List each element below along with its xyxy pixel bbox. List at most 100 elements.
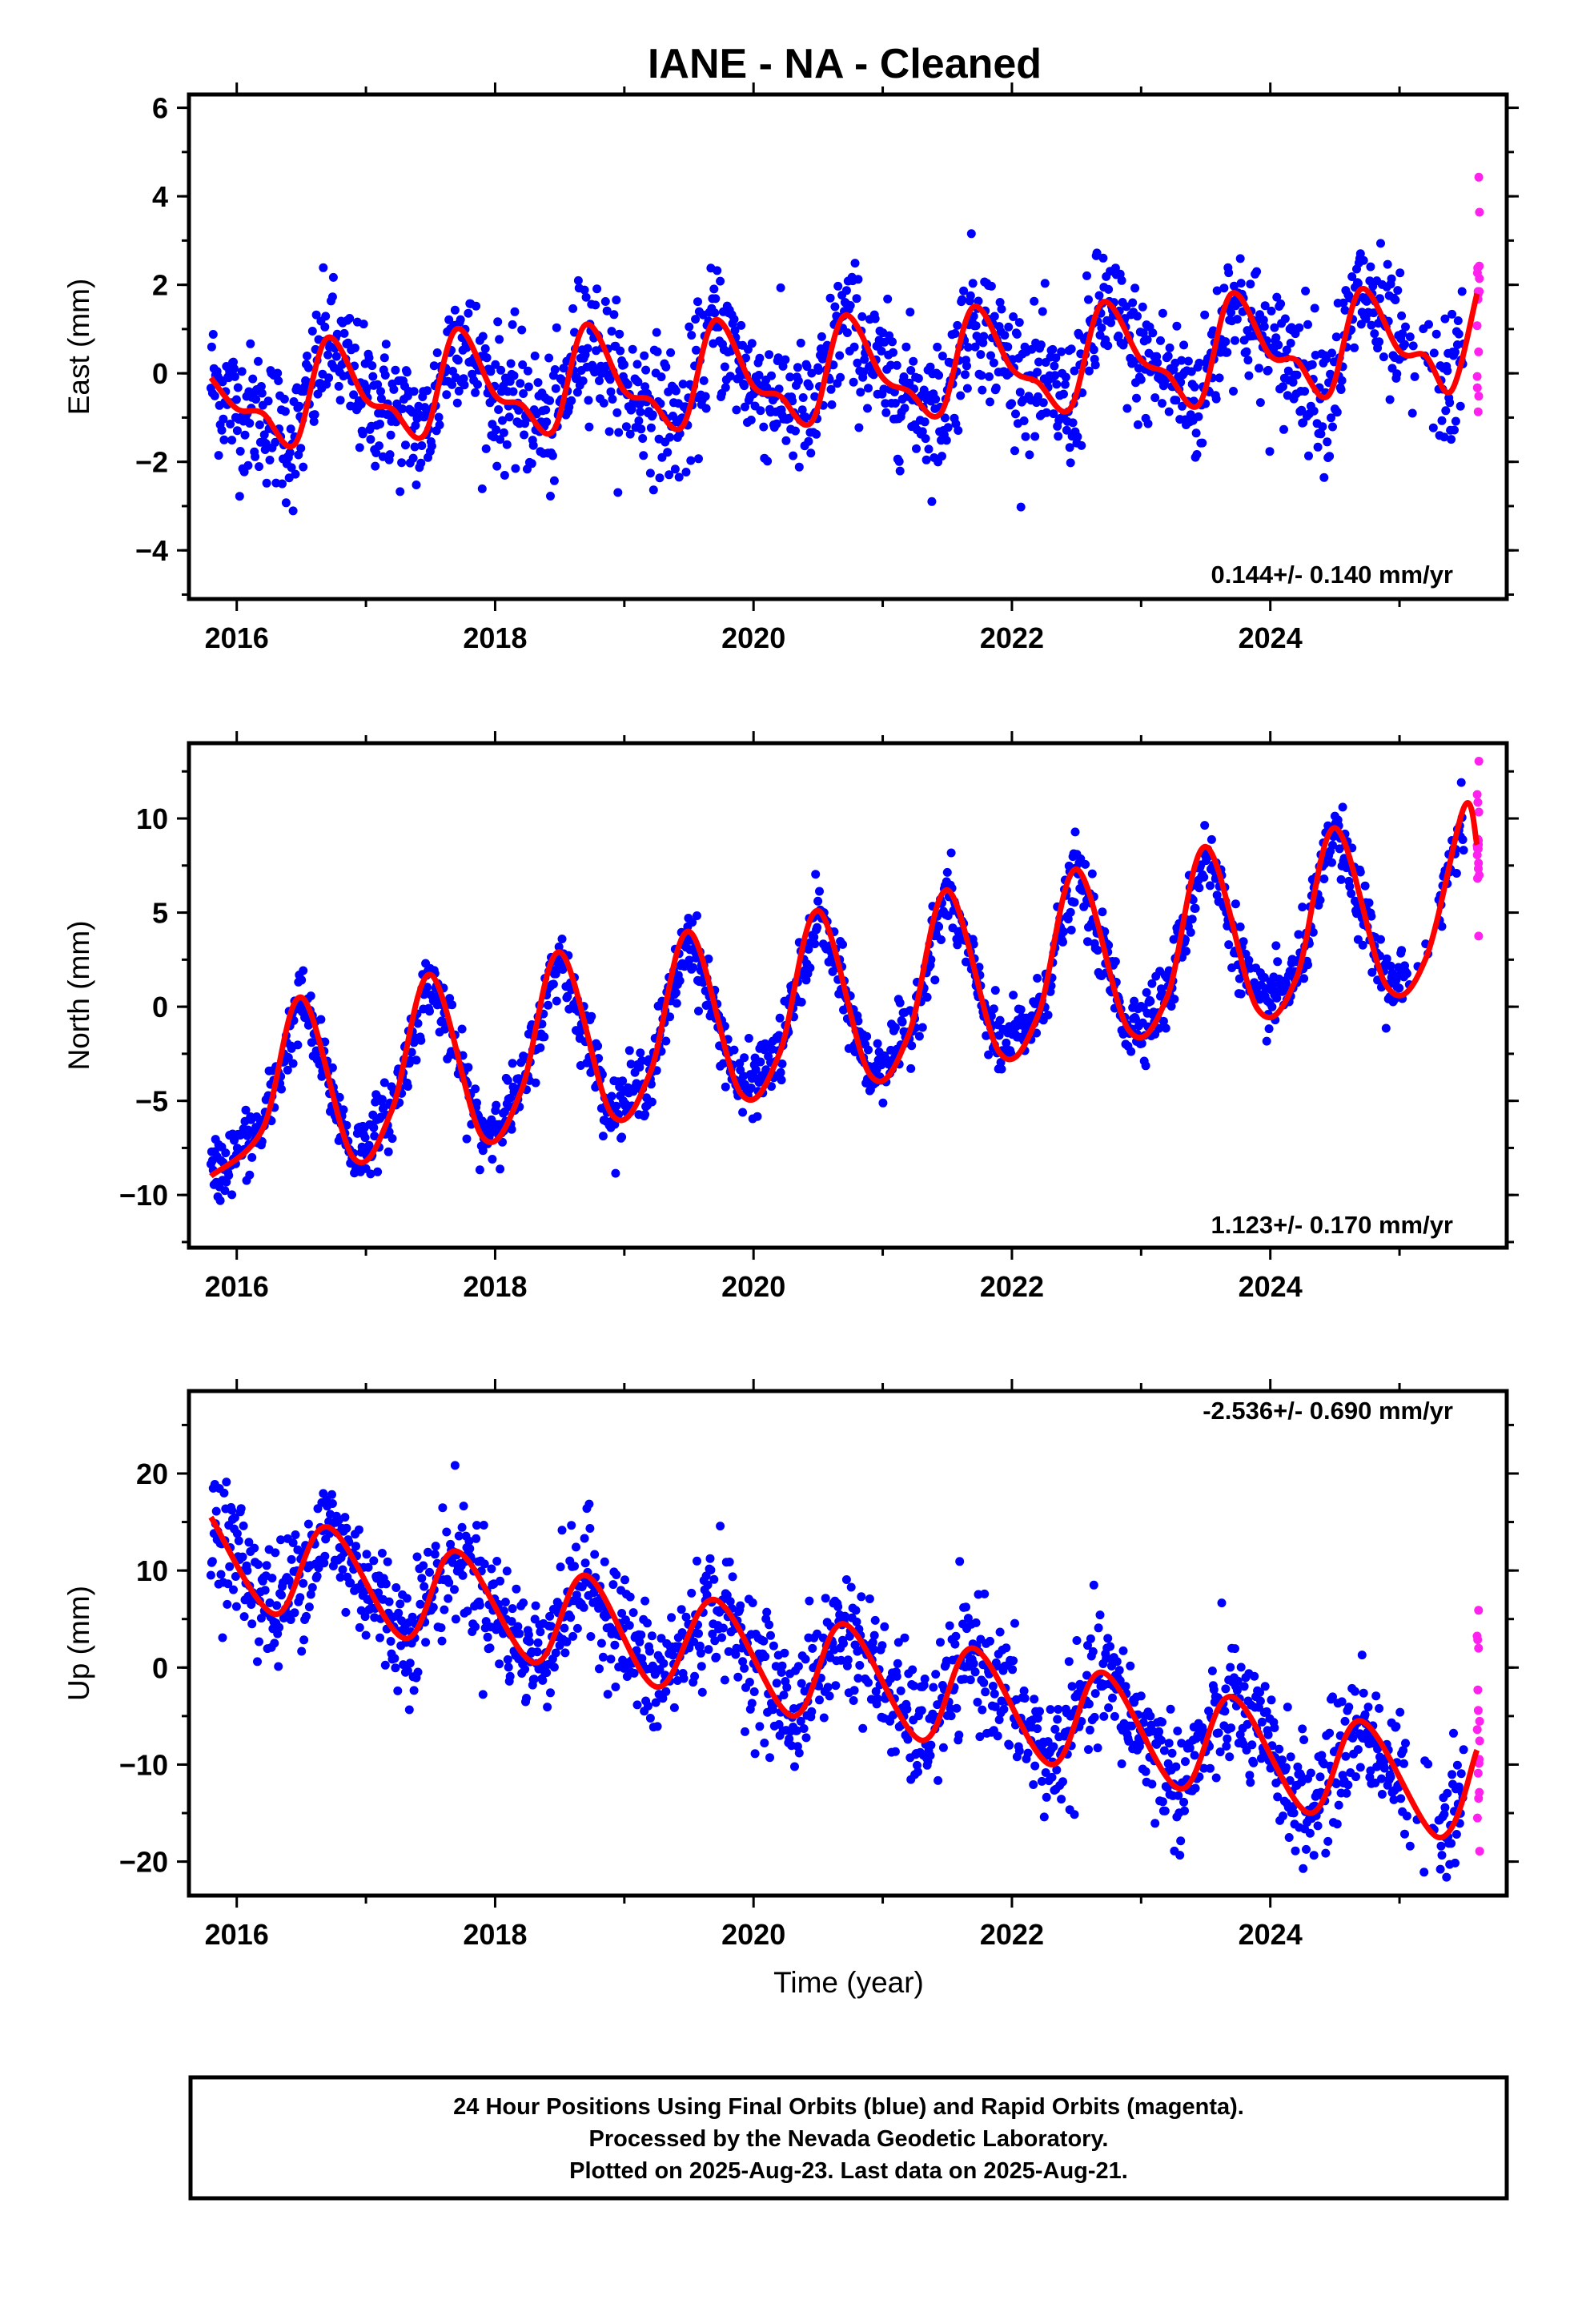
final-orbit-point [750,1749,760,1759]
final-orbit-point [699,376,709,385]
final-orbit-point [1442,1872,1452,1882]
final-orbit-point [472,1534,481,1543]
rapid-orbit-point [1475,1847,1484,1856]
final-orbit-point [383,1557,392,1566]
final-orbit-point [590,1550,600,1559]
final-orbit-point [718,1623,728,1633]
final-orbit-point [502,1566,512,1576]
rapid-orbit-point [1474,807,1484,817]
data-points [206,172,1484,516]
final-orbit-point [1035,1707,1044,1716]
final-orbit-point [900,1633,909,1642]
data-points [206,1461,1484,1882]
final-orbit-point [342,1523,351,1533]
final-orbit-point [1392,369,1402,379]
final-orbit-point [765,1620,774,1630]
final-orbit-point [412,1552,422,1562]
x-tick-label: 2018 [463,1270,527,1303]
final-orbit-point [218,1633,227,1642]
final-orbit-point [943,423,953,432]
final-orbit-point [651,1698,661,1707]
final-orbit-point [690,1671,700,1681]
final-orbit-point [1118,1646,1128,1655]
final-orbit-point [499,428,508,437]
final-orbit-point [617,1132,627,1142]
final-orbit-point [1093,946,1102,955]
final-orbit-point [607,327,616,336]
final-orbit-point [370,1132,379,1141]
final-orbit-point [1255,1687,1264,1697]
final-orbit-point [276,1535,286,1545]
final-orbit-point [1104,1703,1114,1712]
final-orbit-point [1447,1839,1456,1848]
x-tick-label: 2022 [980,1918,1044,1951]
final-orbit-point [907,1041,917,1051]
figure-title: IANE - NA - Cleaned [648,41,1042,87]
final-orbit-point [1386,961,1395,971]
final-orbit-point [580,285,589,295]
final-orbit-point [495,1659,504,1669]
rapid-orbit-point [1473,798,1483,807]
final-orbit-point [926,955,936,964]
final-orbit-point [679,1674,689,1683]
final-orbit-point [864,1678,873,1687]
final-orbit-point [1244,955,1254,965]
final-orbit-point [221,1148,231,1158]
final-orbit-point [986,397,994,407]
final-orbit-point [685,322,694,332]
final-orbit-point [419,1561,428,1570]
final-orbit-point [552,323,561,332]
final-orbit-point [636,407,645,416]
final-orbit-point [376,394,386,404]
final-orbit-point [999,1704,1009,1714]
final-orbit-point [1259,322,1269,332]
final-orbit-point [1371,1778,1380,1787]
final-orbit-point [1084,295,1093,304]
final-orbit-point [239,1521,248,1530]
final-orbit-point [448,380,457,389]
final-orbit-point [285,448,295,457]
final-orbit-point [312,1571,322,1581]
final-orbit-point [492,461,502,471]
final-orbit-point [973,1698,982,1707]
final-orbit-point [335,396,345,405]
final-orbit-point [759,422,769,432]
final-orbit-point [1222,1742,1231,1751]
final-orbit-point [1283,1703,1292,1712]
final-orbit-point [1054,432,1063,441]
final-orbit-point [773,353,783,363]
final-orbit-point [1443,366,1452,376]
final-orbit-point [1094,1623,1103,1633]
final-orbit-point [701,1571,711,1581]
final-orbit-point [704,954,713,963]
final-orbit-point [1359,255,1368,265]
final-orbit-point [303,352,311,360]
final-orbit-point [628,1608,638,1618]
final-orbit-point [412,1055,421,1065]
final-orbit-point [767,1082,776,1092]
final-orbit-point [1110,263,1120,273]
final-orbit-point [519,1598,528,1607]
final-orbit-point [1249,1758,1259,1767]
x-tick-label: 2022 [980,621,1044,654]
final-orbit-point [523,366,532,376]
final-orbit-point [632,1079,641,1088]
final-orbit-point [454,1531,464,1541]
final-orbit-point [632,1646,641,1655]
final-orbit-point [686,456,696,465]
final-orbit-point [381,1579,391,1589]
final-orbit-point [774,384,784,394]
final-orbit-point [1049,409,1058,419]
final-orbit-point [1337,1697,1347,1707]
final-orbit-point [669,1651,677,1660]
final-orbit-point [277,1084,286,1094]
final-orbit-point [913,1760,921,1770]
y-tick-label: 0 [152,991,168,1023]
final-orbit-point [890,399,900,408]
final-orbit-point [681,468,691,476]
final-orbit-point [644,1701,652,1711]
final-orbit-point [492,1100,501,1110]
final-orbit-point [606,1655,616,1664]
final-orbit-point [995,298,1005,307]
final-orbit-point [1004,322,1014,332]
